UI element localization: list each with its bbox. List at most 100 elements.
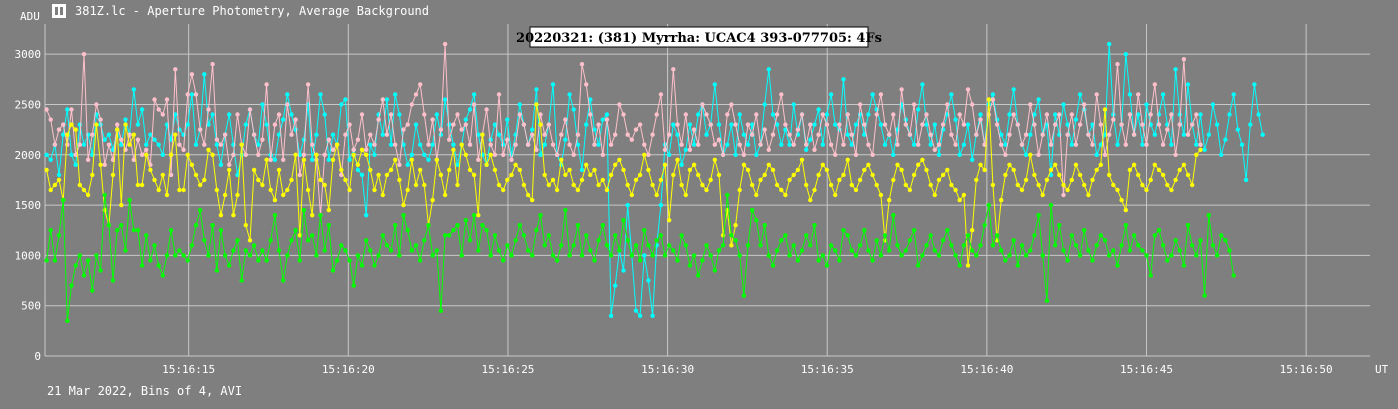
data-point [496,132,502,137]
data-point [999,142,1004,147]
data-point [812,122,817,127]
data-point [73,162,78,167]
data-point [69,122,74,127]
data-point [945,167,950,173]
data-point [1248,122,1253,127]
data-point [471,92,477,97]
data-point [584,233,589,238]
data-point [106,223,112,228]
data-point [833,192,838,198]
data-point [596,122,601,127]
data-point [447,137,452,142]
chart-icon[interactable] [52,4,66,18]
data-point [791,172,796,178]
data-point [965,233,971,238]
data-point [928,132,933,137]
data-point [90,132,95,137]
data-point [451,147,456,152]
data-point [745,142,751,147]
data-point [629,253,634,258]
data-point [779,92,784,97]
data-point [397,162,402,167]
data-point [1053,112,1058,117]
data-point [708,177,713,183]
data-point [920,122,925,127]
data-point [1119,122,1124,127]
data-point [820,162,825,167]
data-point [725,192,730,198]
data-point [845,157,850,162]
data-point [916,142,921,147]
data-point [310,157,315,162]
data-point [56,127,62,132]
y-axis-label: ADU [20,10,40,23]
data-point [144,147,149,152]
data-point [210,61,215,67]
data-point [218,213,224,218]
data-point [857,102,863,107]
data-point [135,122,141,127]
data-point [405,228,410,233]
data-point [509,157,514,162]
data-point [488,253,493,258]
data-point [770,132,776,137]
data-point [650,182,655,188]
data-point [131,157,136,162]
data-point [447,233,452,238]
axes: 0 500 1000 1500 2000 2500 3000 15:16:15 15:16:20… [15,24,1370,376]
data-point [1003,152,1008,157]
window-titlebar: 381Z.lc - Aperture Photometry, Average B… [0,0,1398,24]
data-point [135,137,141,142]
data-point [98,162,103,167]
data-point [712,142,717,147]
data-point [916,162,921,167]
data-point [380,97,385,102]
data-point [476,157,481,162]
data-point [579,167,585,173]
data-point [554,258,560,263]
data-point [733,122,738,127]
data-point [675,132,680,137]
data-point [833,248,838,253]
data-point [476,213,481,218]
data-point [289,132,294,137]
data-point [716,248,722,253]
data-point [1061,102,1066,107]
data-point [1102,238,1108,243]
data-point [451,122,456,127]
data-point [351,147,356,152]
data-point [559,243,564,248]
data-point [1177,167,1182,173]
data-point [256,152,261,157]
data-point [463,122,468,127]
data-point [629,137,634,142]
data-point [1160,142,1166,147]
data-point [359,147,365,152]
data-point [878,192,884,198]
data-point [372,142,377,147]
data-point [762,223,767,228]
data-point [343,97,348,102]
data-point [139,263,145,268]
data-point [135,228,141,233]
data-point [496,182,502,188]
data-point [891,213,896,218]
data-point [521,233,527,238]
data-point [268,157,273,162]
data-point [853,122,859,127]
data-point [625,132,630,137]
data-point [56,177,62,183]
data-point [629,192,634,198]
data-point [965,122,971,127]
data-point [355,137,361,142]
data-point [318,213,323,218]
data-point [866,142,871,147]
data-point [418,167,423,173]
data-point [505,137,510,142]
data-point [654,238,659,243]
data-point [214,142,219,147]
data-point [567,142,572,147]
data-point [364,238,369,243]
data-point [907,132,913,137]
data-point [488,142,493,147]
